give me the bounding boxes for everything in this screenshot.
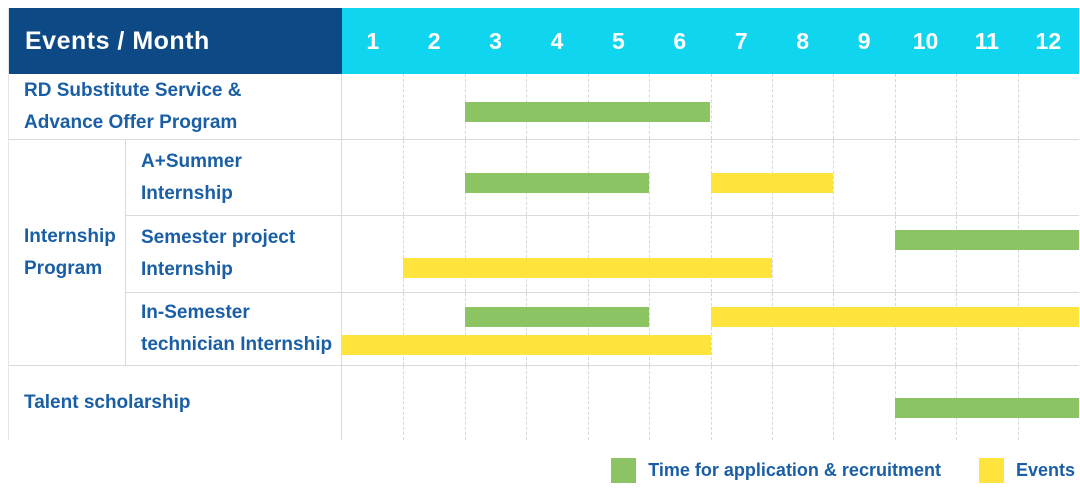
month-gridline [403, 366, 405, 440]
gantt-table: Events / Month 1 2 3 4 5 6 7 8 9 10 11 12 RD Substi… [8, 8, 1079, 440]
application-recruitment-bar [464, 307, 650, 327]
month-gridline [1017, 216, 1019, 292]
application-recruitment-bar [894, 230, 1079, 250]
month-gridline [464, 293, 466, 365]
application-recruitment-bar [894, 398, 1079, 418]
events-bar [710, 172, 834, 193]
month-header-cell: 12 [1035, 27, 1062, 54]
month-gridline [587, 366, 589, 440]
chart-cell [342, 366, 1079, 440]
legend-swatch-yellow [978, 458, 1004, 483]
row-label-cell: RD Substitute Service & Advance Offer Pro… [9, 74, 342, 140]
application-recruitment-bar [464, 172, 650, 193]
month-header-cell: 9 [857, 27, 871, 54]
month-header-row: 1 2 3 4 5 6 7 8 9 10 11 12 [342, 8, 1079, 74]
row-label-line: Semester project [141, 227, 296, 248]
month-gridline [1017, 293, 1019, 365]
group-label-line: Internship [24, 225, 116, 247]
month-header-cell: 5 [612, 27, 625, 54]
chart-cell [342, 216, 1079, 293]
month-gridline [649, 216, 651, 292]
month-gridline [526, 216, 528, 292]
month-gridline [403, 216, 405, 292]
row-label-line: Talent scholarship [24, 392, 191, 413]
month-gridline [833, 366, 835, 440]
month-gridline [710, 216, 712, 292]
month-gridline [403, 74, 405, 139]
group-label-cell: Internship Program [9, 140, 126, 366]
month-gridline [403, 293, 405, 365]
row-label-line: RD Substitute Service & [24, 79, 242, 101]
month-gridline [771, 366, 773, 440]
row-label-cell: Talent scholarship [9, 366, 342, 440]
month-header-cell: 11 [974, 27, 1000, 54]
month-gridline [771, 74, 773, 139]
header-title: Events / Month [25, 26, 210, 55]
header-events-month-cell: Events / Month [9, 8, 342, 74]
row-label-line: A+Summer [141, 150, 242, 172]
row-label-cell: Semester project Internship [126, 216, 342, 293]
month-header-cell: 3 [489, 27, 502, 54]
month-gridline [956, 74, 958, 139]
month-gridline [894, 140, 896, 215]
legend-label: Events [1015, 460, 1075, 480]
events-bar [710, 307, 1079, 327]
month-gridline [771, 293, 773, 365]
month-header-cell: 7 [734, 27, 748, 54]
month-gridline [403, 140, 405, 215]
month-gridline [956, 140, 958, 215]
row-label-cell: A+Summer Internship [126, 140, 342, 216]
row-label-cell: In-Semester technician Internship [126, 293, 342, 366]
month-gridline [464, 216, 466, 292]
month-gridline [956, 216, 958, 292]
month-gridline [894, 74, 896, 139]
month-gridline [833, 216, 835, 292]
month-header-cell: 10 [912, 27, 939, 54]
month-gridline [649, 293, 651, 365]
month-header-cell: 1 [366, 27, 380, 54]
month-gridline [1017, 74, 1019, 139]
legend-label: Time for application & recruitment [648, 460, 941, 480]
month-header-cell: 4 [550, 27, 564, 54]
row-label-line: Advance Offer Program [24, 111, 238, 133]
month-gridline [587, 293, 589, 365]
month-gridline [526, 293, 528, 365]
month-gridline [894, 293, 896, 365]
month-header-cell: 2 [427, 27, 441, 54]
application-recruitment-bar [464, 101, 711, 122]
month-gridline [771, 216, 773, 292]
legend-item: Time for application & recruitment [611, 458, 941, 483]
month-header-cell: 8 [796, 27, 810, 54]
events-bar [342, 335, 711, 355]
month-gridline [833, 74, 835, 139]
month-gridline [649, 140, 651, 215]
month-gridline [587, 216, 589, 292]
events-bar [403, 258, 772, 278]
month-gridline [710, 366, 712, 440]
month-header-cell: 6 [673, 27, 687, 54]
month-gridline [956, 293, 958, 365]
row-label-line: Internship [141, 182, 233, 204]
group-label-line: Program [24, 257, 103, 279]
month-gridline [649, 366, 651, 440]
legend-swatch-green [611, 458, 637, 483]
row-label-line: technician Internship [141, 334, 333, 355]
chart-cell [342, 140, 1079, 216]
row-label-line: In-Semester [141, 302, 250, 323]
month-gridline [464, 366, 466, 440]
month-gridline [833, 293, 835, 365]
legend: Time for application & recruitment Events [0, 458, 1075, 483]
month-gridline [1017, 140, 1019, 215]
chart-cell [342, 293, 1079, 366]
month-gridline [833, 140, 835, 215]
month-gridline [526, 366, 528, 440]
month-gridline [894, 216, 896, 292]
month-gridline [710, 74, 712, 139]
chart-cell [342, 74, 1079, 140]
month-gridline [710, 293, 712, 365]
legend-item: Events [978, 458, 1075, 483]
row-label-line: Internship [141, 259, 233, 280]
